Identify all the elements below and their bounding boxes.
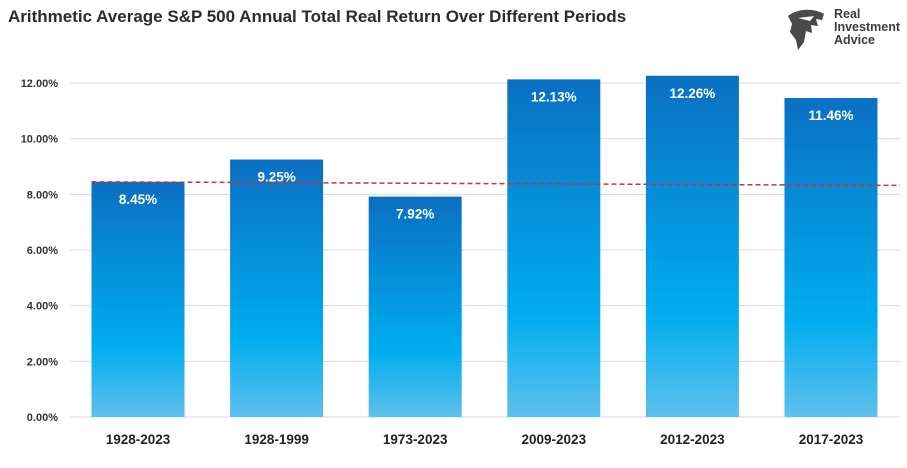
y-tick-label: 4.00% <box>27 301 58 313</box>
data-label: 9.25% <box>257 170 295 185</box>
y-axis: 0.00% 2.00% 4.00% 6.00% 8.00% 10.00% 12.00% <box>21 78 59 424</box>
eagle-head-icon <box>788 9 824 51</box>
bar <box>230 159 324 417</box>
y-tick-label: 8.00% <box>27 189 58 201</box>
brand-line-3: Advice <box>834 33 875 47</box>
x-tick-label: 1928-2023 <box>106 432 171 447</box>
data-label: 7.92% <box>396 207 434 222</box>
trend-line <box>91 181 901 187</box>
bar <box>368 196 462 417</box>
x-tick-label: 2012-2023 <box>660 432 725 447</box>
brand-name: Real Investment Advice <box>834 8 900 47</box>
trend-line-layer <box>91 181 901 187</box>
brand-line-1: Real <box>834 7 861 21</box>
brand-logo: Real Investment Advice <box>784 6 904 54</box>
bar <box>91 181 185 417</box>
x-tick-label: 1973-2023 <box>383 432 448 447</box>
data-label: 12.26% <box>670 86 716 101</box>
y-tick-label: 2.00% <box>27 356 58 368</box>
x-axis: 1928-2023 1928-1999 1973-2023 2009-2023 2012… <box>106 432 864 447</box>
x-tick-label: 2009-2023 <box>522 432 587 447</box>
x-tick-label: 2017-2023 <box>799 432 864 447</box>
y-tick-label: 12.00% <box>21 78 59 90</box>
brand-line-2: Investment <box>834 20 900 34</box>
y-tick-label: 6.00% <box>27 245 58 257</box>
data-label: 11.46% <box>808 108 853 123</box>
bars <box>91 75 878 418</box>
bar <box>507 79 601 418</box>
data-label: 8.45% <box>119 192 157 207</box>
y-tick-label: 0.00% <box>27 412 58 424</box>
data-label: 12.13% <box>531 89 577 104</box>
chart-title: Arithmetic Average S&P 500 Annual Total … <box>8 7 627 26</box>
x-tick-label: 1928-1999 <box>244 432 309 447</box>
bar <box>645 75 739 417</box>
gridlines <box>70 82 900 418</box>
data-labels: 8.45% 9.25% 7.92% 12.13% 12.26% 11.46% <box>119 86 854 222</box>
bar <box>784 98 878 417</box>
y-tick-label: 10.00% <box>21 134 59 146</box>
